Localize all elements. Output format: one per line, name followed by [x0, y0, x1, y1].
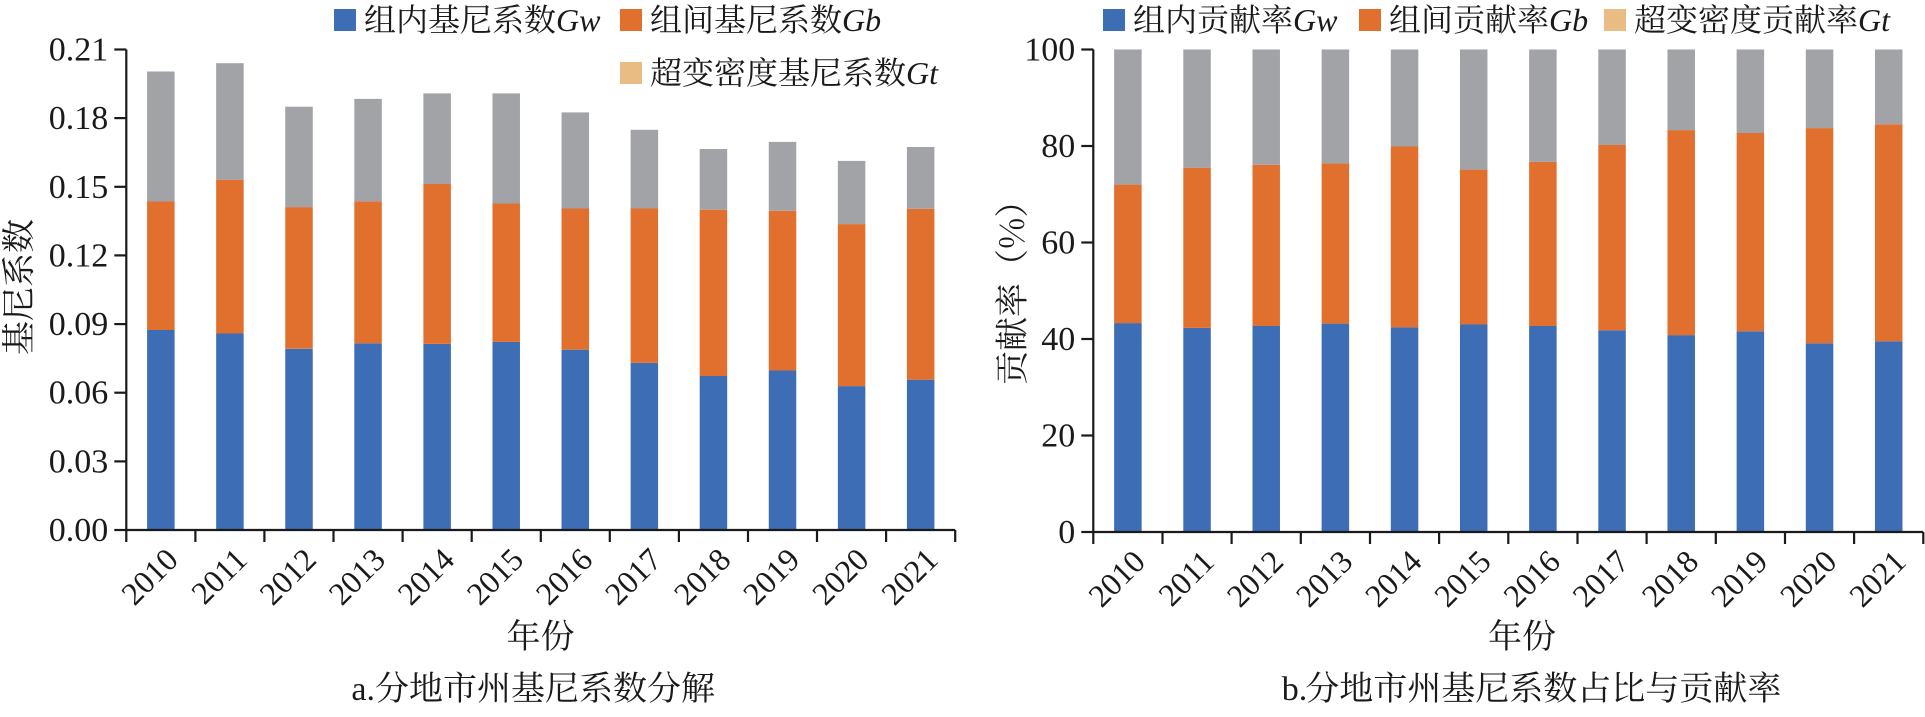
svg-text:40: 40 — [1041, 321, 1075, 358]
svg-text:Gt: Gt — [906, 55, 939, 91]
svg-text:0.03: 0.03 — [49, 443, 109, 480]
svg-text:20: 20 — [1041, 418, 1075, 455]
svg-text:Gw: Gw — [1293, 2, 1338, 38]
svg-text:0.09: 0.09 — [49, 306, 109, 343]
svg-text:b.: b. — [1282, 671, 1308, 708]
svg-text:Gt: Gt — [1858, 2, 1891, 38]
svg-text:Gb: Gb — [842, 2, 881, 38]
svg-text:0.06: 0.06 — [49, 375, 109, 412]
svg-text:100: 100 — [1024, 32, 1075, 69]
svg-text:0.12: 0.12 — [49, 237, 109, 274]
svg-text:Gw: Gw — [556, 2, 601, 38]
svg-text:0: 0 — [1058, 514, 1075, 551]
svg-text:a.: a. — [351, 671, 375, 708]
svg-text:80: 80 — [1041, 128, 1075, 165]
svg-text:0.21: 0.21 — [49, 32, 109, 69]
svg-text:60: 60 — [1041, 225, 1075, 262]
svg-text:0.15: 0.15 — [49, 169, 109, 206]
svg-text:0.18: 0.18 — [49, 100, 109, 137]
svg-text:Gb: Gb — [1549, 2, 1588, 38]
svg-text:0.00: 0.00 — [49, 512, 109, 549]
